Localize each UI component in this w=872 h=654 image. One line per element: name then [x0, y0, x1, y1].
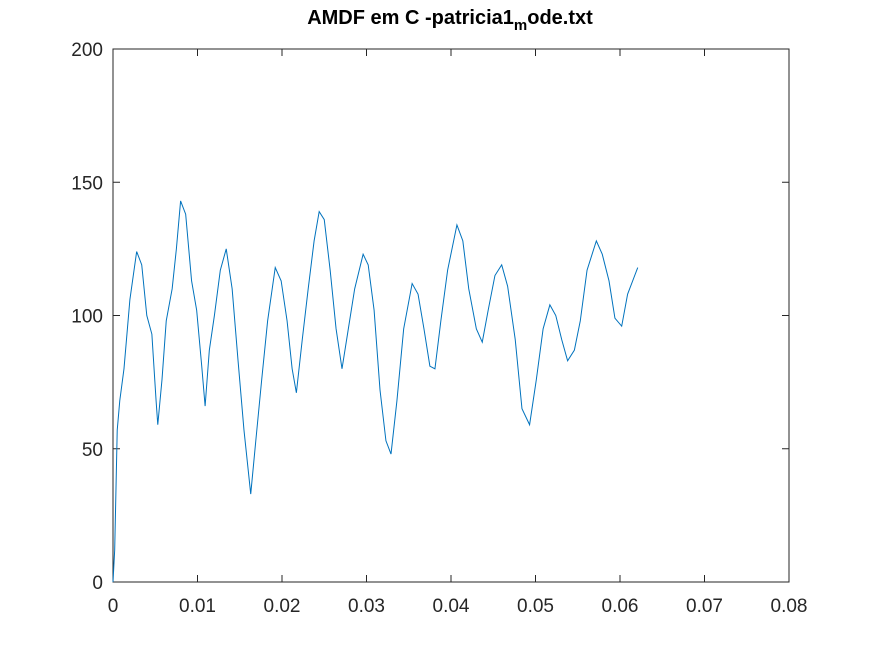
chart-title: AMDF em C -patricia1mode.txt: [307, 7, 593, 34]
data-line: [112, 200, 639, 583]
title-part: ode.txt: [527, 7, 593, 29]
y-tick-label: 0: [92, 573, 103, 594]
y-tick-label: 100: [71, 307, 103, 328]
title-subscript: m: [514, 17, 527, 34]
y-tick-label: 50: [82, 440, 103, 461]
x-tick-label: 0.04: [433, 596, 470, 617]
title-part: AMDF em C -patricia1: [307, 7, 514, 29]
x-tick-label: 0.07: [686, 596, 723, 617]
x-tick-label: 0.06: [602, 596, 639, 617]
x-tick-label: 0.02: [264, 596, 301, 617]
x-tick-label: 0.01: [179, 596, 216, 617]
y-tick-label: 150: [71, 173, 103, 194]
x-tick-label: 0.03: [348, 596, 385, 617]
y-tick-label: 200: [71, 40, 103, 61]
x-tick-label: 0.08: [771, 596, 808, 617]
x-tick-label: 0.05: [517, 596, 554, 617]
x-tick-label: 0: [108, 596, 119, 617]
